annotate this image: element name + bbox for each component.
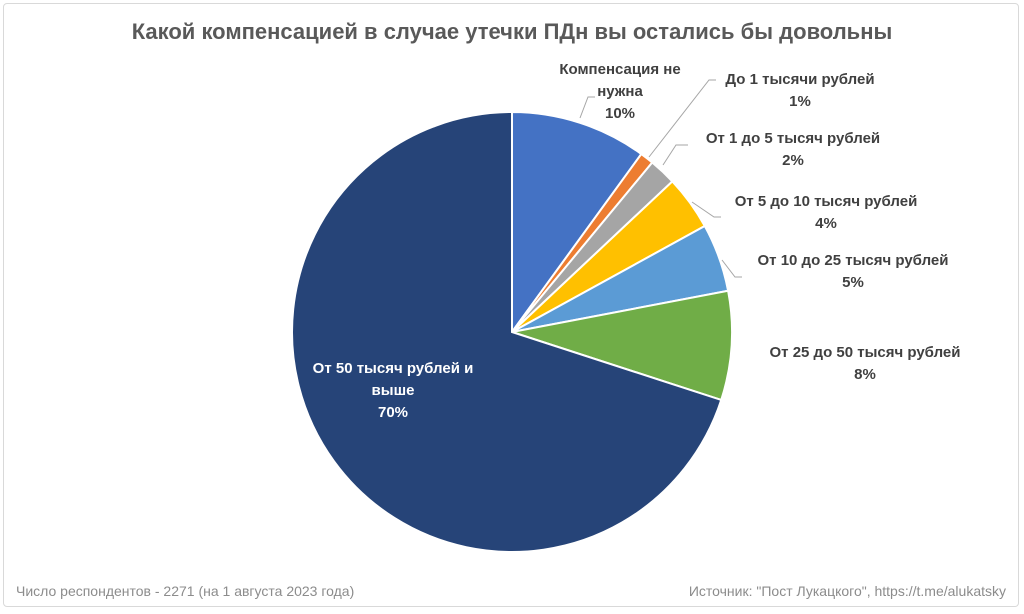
slice-value-label: 10% [605,105,635,122]
leader-line [579,96,595,119]
leader-line [721,259,742,278]
respondents-note: Число респондентов - 2271 (на 1 августа … [16,583,355,599]
slice-category-label: От 5 до 10 тысяч рублей [735,193,918,210]
slice-category-label: Компенсация не [559,61,680,78]
leader-line [648,79,716,158]
source-note: Источник: "Пост Лукацкого", https://t.me… [688,583,1006,599]
slice-value-label: 4% [815,215,837,232]
slice-category-label: выше [372,382,415,399]
slice-category-label: От 1 до 5 тысяч рублей [706,130,880,147]
slice-value-label: 2% [782,152,804,169]
slice-category-label: От 10 до 25 тысяч рублей [758,252,949,269]
leader-line [691,201,721,218]
chart-title: Какой компенсацией в случае утечки ПДн в… [131,19,893,44]
pie-slice [511,110,643,336]
pie-slice [511,289,733,402]
slice-value-label: 5% [842,274,864,291]
slice-value-label: 70% [378,404,408,421]
chart-frame [3,3,1019,607]
pie-slice [291,110,723,553]
slice-category-label: От 50 тысяч рублей и [313,360,474,377]
slice-value-label: 1% [789,93,811,110]
slice-value-label: 8% [854,366,876,383]
slice-category-label: От 25 до 50 тысяч рублей [770,344,961,361]
leader-line [662,144,688,166]
slice-category-label: нужна [597,83,643,100]
slice-category-label: До 1 тысячи рублей [725,71,874,88]
